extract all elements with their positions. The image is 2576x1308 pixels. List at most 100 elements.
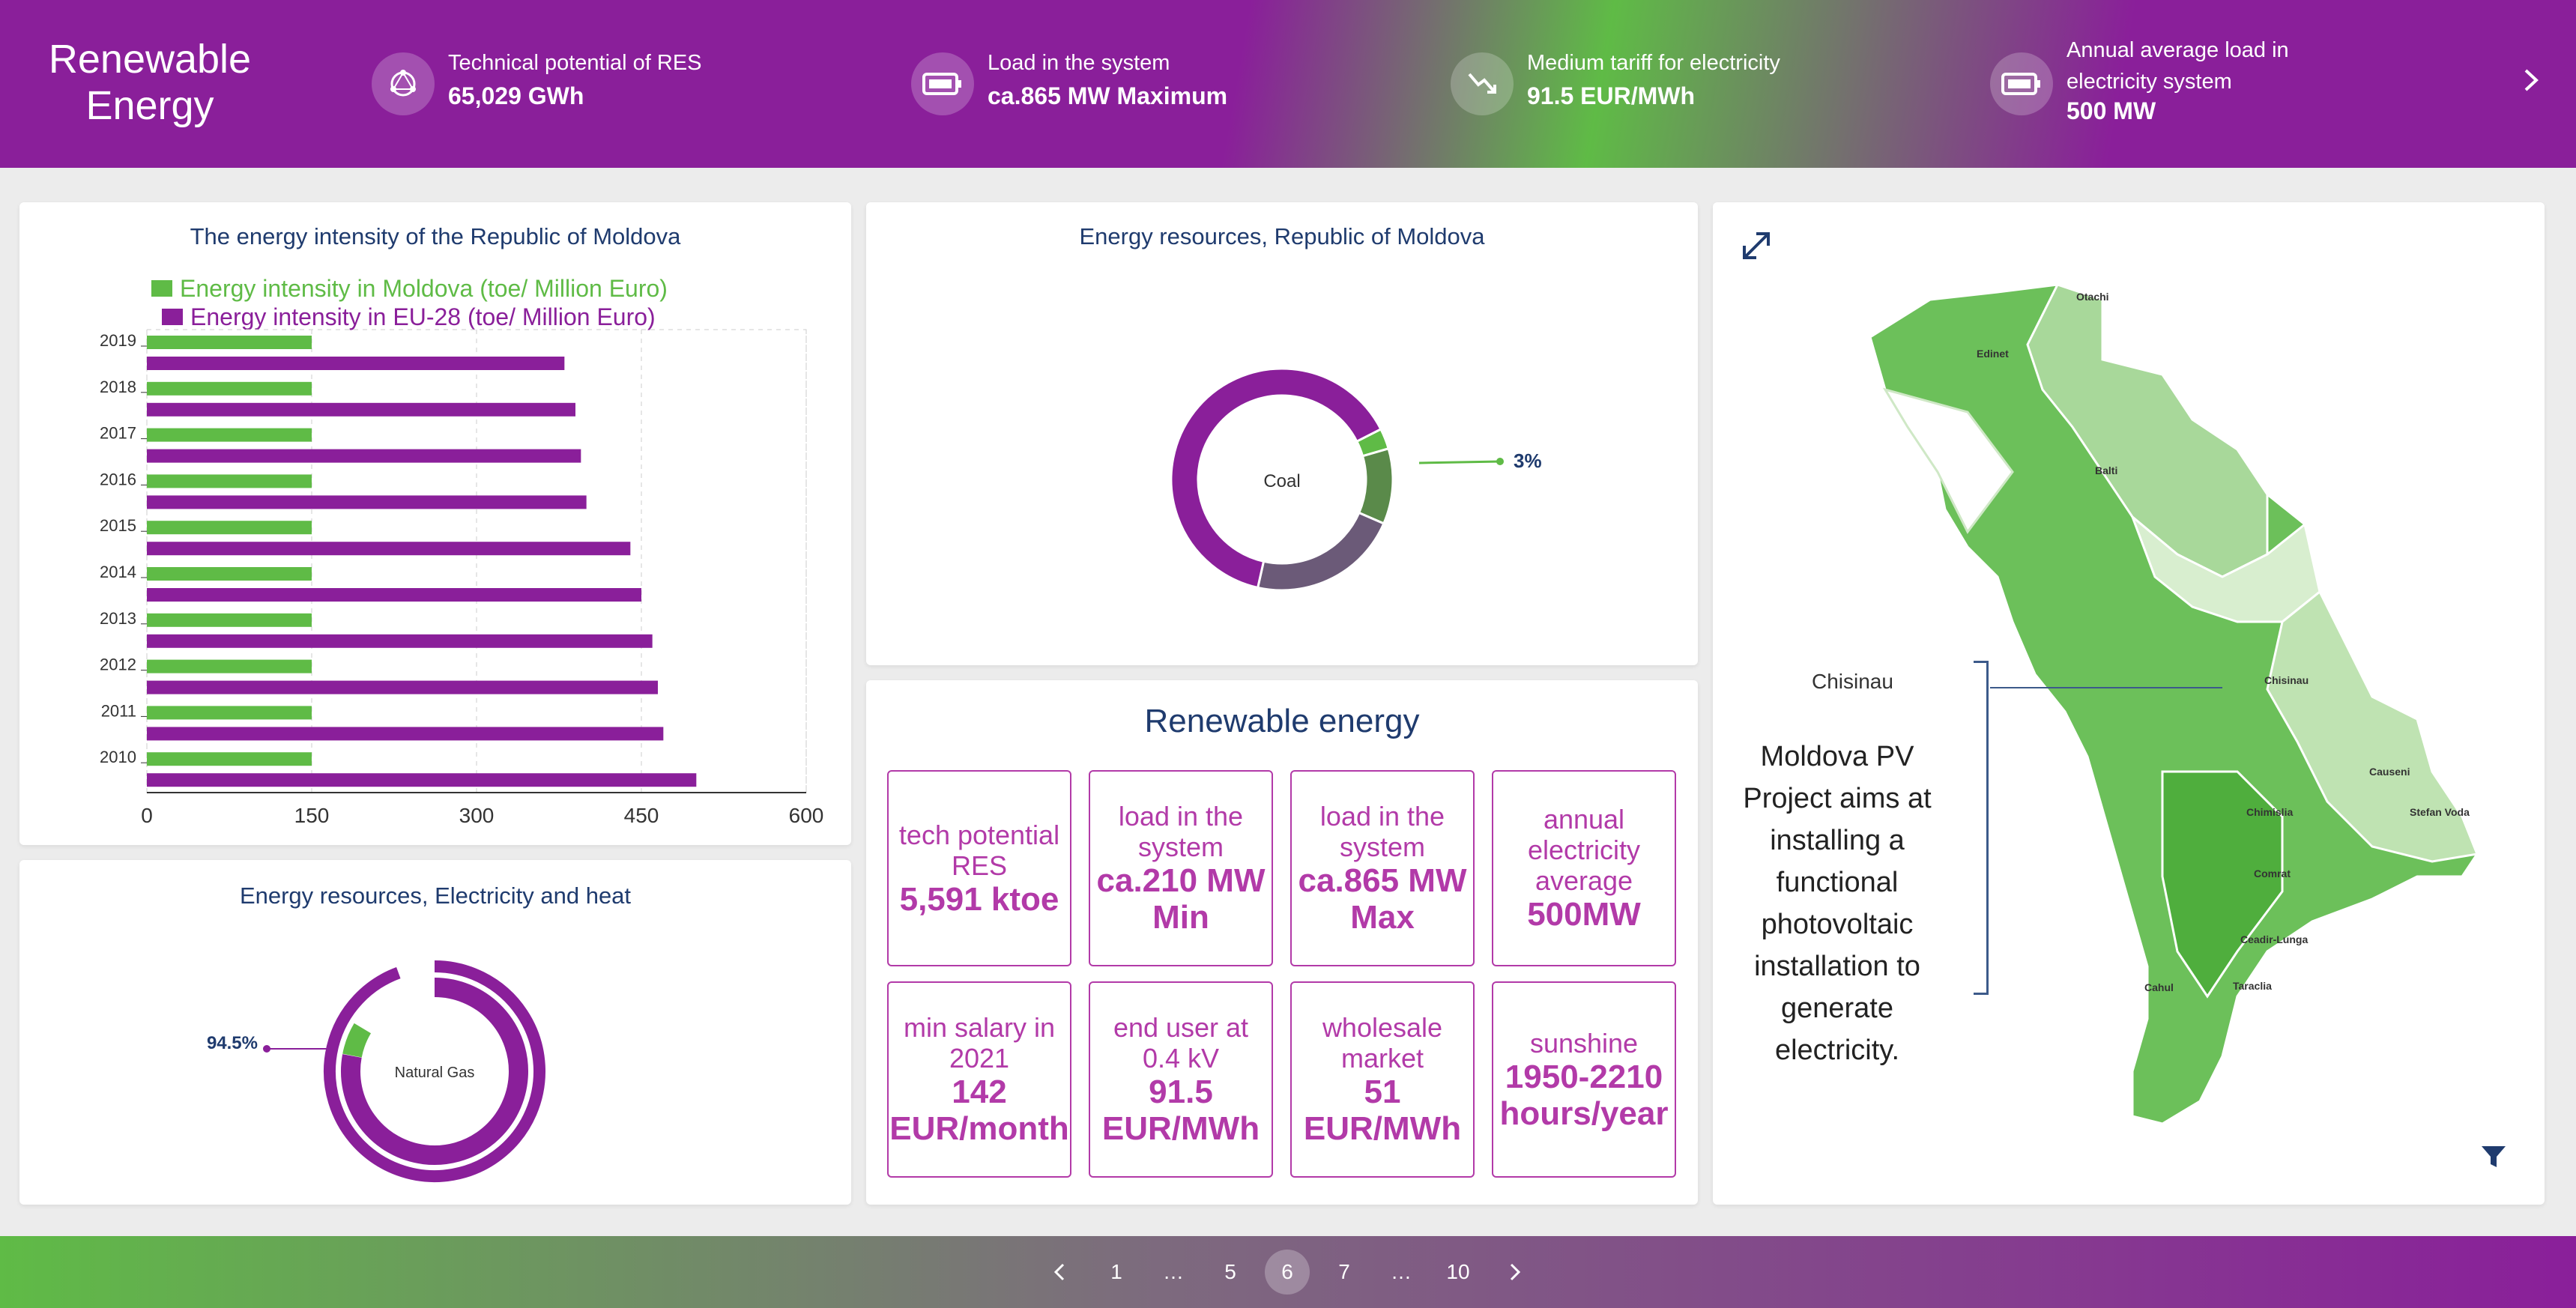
energy-intensity-card: The energy intensity of the Republic of … — [19, 202, 851, 845]
chart-legend: Energy intensity in Moldova (toe/ Millio… — [151, 274, 668, 331]
kpi-load: Load in the system ca.865 MW Maximum — [911, 45, 1331, 127]
stat-label: annual electricity average — [1527, 804, 1641, 896]
radial-ring — [341, 978, 528, 1165]
map-description: Moldova PV Project aims at installing a … — [1743, 741, 1932, 1066]
stat-box-load-min: load in the system ca.210 MW Min — [1089, 770, 1273, 966]
page-button-active[interactable]: 6 — [1265, 1250, 1310, 1295]
map-place-label: Edinet — [1977, 348, 2009, 360]
stat-box-wholesale: wholesale market 51 EUR/MWh — [1290, 981, 1475, 1178]
x-tick-label: 450 — [624, 804, 659, 827]
battery-icon — [1990, 52, 2053, 115]
radial-center-label: Natural Gas — [395, 1065, 475, 1081]
y-tick-label: 2016 — [100, 470, 136, 488]
stat-box-annual-average: annual electricity average 500MW — [1492, 770, 1676, 966]
kpi-label: Load in the system — [988, 51, 1170, 75]
page-ellipsis[interactable]: … — [1391, 1260, 1412, 1283]
bar — [147, 752, 312, 766]
kpi-label: Medium tariff for electricity — [1527, 51, 1780, 75]
card-title: Energy resources, Electricity and heat — [239, 882, 632, 909]
moldova-map — [1869, 283, 2479, 1125]
bar — [147, 402, 575, 417]
bar — [147, 357, 565, 370]
map-place-label: Ceadir-Lunga — [2240, 933, 2309, 945]
bar — [147, 474, 312, 488]
page-button[interactable]: 10 — [1446, 1260, 1470, 1283]
y-tick-label: 2011 — [101, 701, 136, 720]
bar — [147, 773, 697, 787]
bar — [147, 495, 587, 509]
bar — [147, 428, 312, 442]
stat-value: ca.865 MW Max — [1298, 862, 1467, 936]
stat-label: wholesale market — [1322, 1012, 1443, 1074]
stat-value: 91.5 EUR/MWh — [1101, 1074, 1260, 1147]
map-place-label: Balti — [2095, 464, 2118, 476]
bar — [147, 706, 312, 720]
stat-box-sunshine: sunshine 1950-2210 hours/year — [1492, 981, 1676, 1178]
stat-value: 5,591 ktoe — [899, 880, 1059, 918]
expand-icon[interactable] — [1740, 229, 1773, 262]
bar — [147, 727, 664, 741]
legend-label: Energy intensity in EU-28 (toe/ Million … — [190, 303, 656, 330]
renewable-title: Renewable energy — [1144, 703, 1420, 739]
legend-item-moldova[interactable]: Energy intensity in Moldova (toe/ Millio… — [151, 274, 668, 303]
legend-item-eu28[interactable]: Energy intensity in EU-28 (toe/ Million … — [162, 303, 668, 331]
map-place-label: Otachi — [2076, 291, 2109, 303]
trend-down-icon — [1451, 52, 1514, 115]
electricity-heat-card: Energy resources, Electricity and heat N… — [19, 860, 851, 1205]
x-tick-label: 0 — [141, 804, 153, 827]
annotation-bracket — [1974, 661, 1989, 995]
page-ellipsis[interactable]: … — [1163, 1260, 1184, 1283]
stat-value: 142 EUR/month — [889, 1074, 1069, 1147]
chevron-right-icon[interactable] — [2516, 61, 2546, 99]
page-button[interactable]: 1 — [1110, 1260, 1122, 1283]
next-page-icon[interactable] — [1487, 1251, 1544, 1293]
leader-line — [1418, 460, 1501, 464]
donut-slice — [1256, 511, 1385, 592]
x-tick-label: 150 — [294, 804, 330, 827]
stat-box-min-salary: min salary in 2021 142 EUR/month — [887, 981, 1071, 1178]
leader-dot — [263, 1045, 270, 1053]
slice-annotation: 94.5% — [207, 1033, 258, 1053]
region-southeast[interactable] — [2266, 590, 2479, 863]
bar — [147, 680, 658, 694]
moldova-map-card: Chisinau Moldova PV Project aims at inst… — [1713, 202, 2545, 1205]
legend-label: Energy intensity in Moldova (toe/ Millio… — [180, 275, 668, 302]
bar — [147, 567, 312, 581]
molecule-icon — [372, 52, 435, 115]
kpi-technical-potential: Technical potential of RES 65,029 GWh — [372, 45, 791, 127]
map-place-label: Stefan Voda — [2410, 806, 2470, 818]
bar — [147, 613, 312, 627]
region-south[interactable] — [2161, 770, 2284, 999]
filter-icon[interactable] — [2479, 1142, 2509, 1172]
stat-label: min salary in 2021 — [903, 1012, 1056, 1074]
bar — [147, 542, 631, 556]
plot-frame — [146, 329, 807, 793]
x-tick-label: 600 — [789, 804, 824, 827]
stat-value: 500MW — [1527, 896, 1641, 933]
stat-label: tech potential RES — [898, 819, 1060, 881]
stat-box-end-user: end user at 0.4 kV 91.5 EUR/MWh — [1089, 981, 1273, 1178]
region-islands[interactable] — [1882, 387, 2014, 534]
x-tick-label: 300 — [459, 804, 495, 827]
energy-resources-donut: Coal 3% — [1170, 367, 1542, 592]
prev-page-icon[interactable] — [1031, 1251, 1088, 1293]
map-place-label: Chisinau — [2264, 674, 2309, 686]
map-place-label: Taraclia — [2233, 980, 2272, 992]
y-tick-label: 2013 — [100, 609, 136, 628]
stat-box-load-max: load in the system ca.865 MW Max — [1290, 770, 1475, 966]
slice-annotation: 3% — [1514, 449, 1542, 472]
bar — [147, 588, 641, 602]
map-place-label: Causeni — [2369, 766, 2410, 778]
kpi-tariff: Medium tariff for electricity 91.5 EUR/M… — [1451, 45, 1870, 127]
stat-label: load in the system — [1118, 801, 1244, 862]
electricity-heat-radial: Natural Gas 94.5% — [207, 960, 545, 1182]
bar — [147, 659, 312, 673]
y-tick-label: 2018 — [100, 378, 136, 396]
radial-ring — [324, 960, 545, 1182]
page-button[interactable]: 5 — [1224, 1260, 1236, 1283]
stat-value: 51 EUR/MWh — [1303, 1074, 1462, 1147]
renewable-energy-card: Renewable energy tech potential RES 5,59… — [866, 680, 1698, 1205]
stat-label: load in the system — [1319, 801, 1445, 862]
bar — [147, 521, 312, 535]
page-button[interactable]: 7 — [1338, 1260, 1350, 1283]
